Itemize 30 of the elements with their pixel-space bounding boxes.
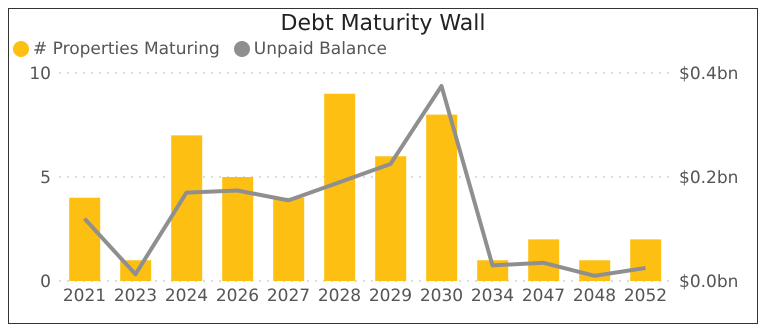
x-tick-label: 2026	[216, 286, 260, 306]
x-tick-label: 2023	[114, 286, 158, 306]
bar	[324, 94, 356, 281]
x-tick-label: 2027	[266, 286, 310, 306]
x-tick-label: 2030	[420, 286, 464, 306]
chart-title: Debt Maturity Wall	[280, 10, 486, 38]
line-series	[82, 84, 648, 278]
x-tick-label: 2021	[62, 286, 106, 306]
legend-label: # Properties Maturing	[33, 39, 220, 59]
y-tick-label: 0	[40, 272, 51, 292]
x-tick-label: 2028	[318, 286, 362, 306]
bar	[273, 198, 304, 281]
y2-tick-label: $0.2bn	[679, 168, 738, 188]
legend-label: Unpaid Balance	[254, 39, 387, 59]
bar	[426, 114, 458, 281]
bar	[69, 198, 100, 281]
x-tick-label: 2047	[522, 286, 566, 306]
bar	[630, 239, 662, 281]
y-tick-label: 5	[40, 168, 51, 188]
x-tick-label: 2029	[368, 286, 412, 306]
y2-tick-label: $0.0bn	[679, 272, 738, 292]
x-tick-label: 2048	[572, 286, 616, 306]
bar	[171, 135, 202, 281]
bar	[375, 156, 406, 281]
x-tick-label: 2034	[470, 286, 514, 306]
x-tick-label: 2052	[624, 286, 668, 306]
y-tick-label: 10	[29, 64, 51, 84]
y2-tick-label: $0.4bn	[679, 64, 738, 84]
bar	[222, 177, 254, 281]
x-tick-label: 2024	[164, 286, 208, 306]
